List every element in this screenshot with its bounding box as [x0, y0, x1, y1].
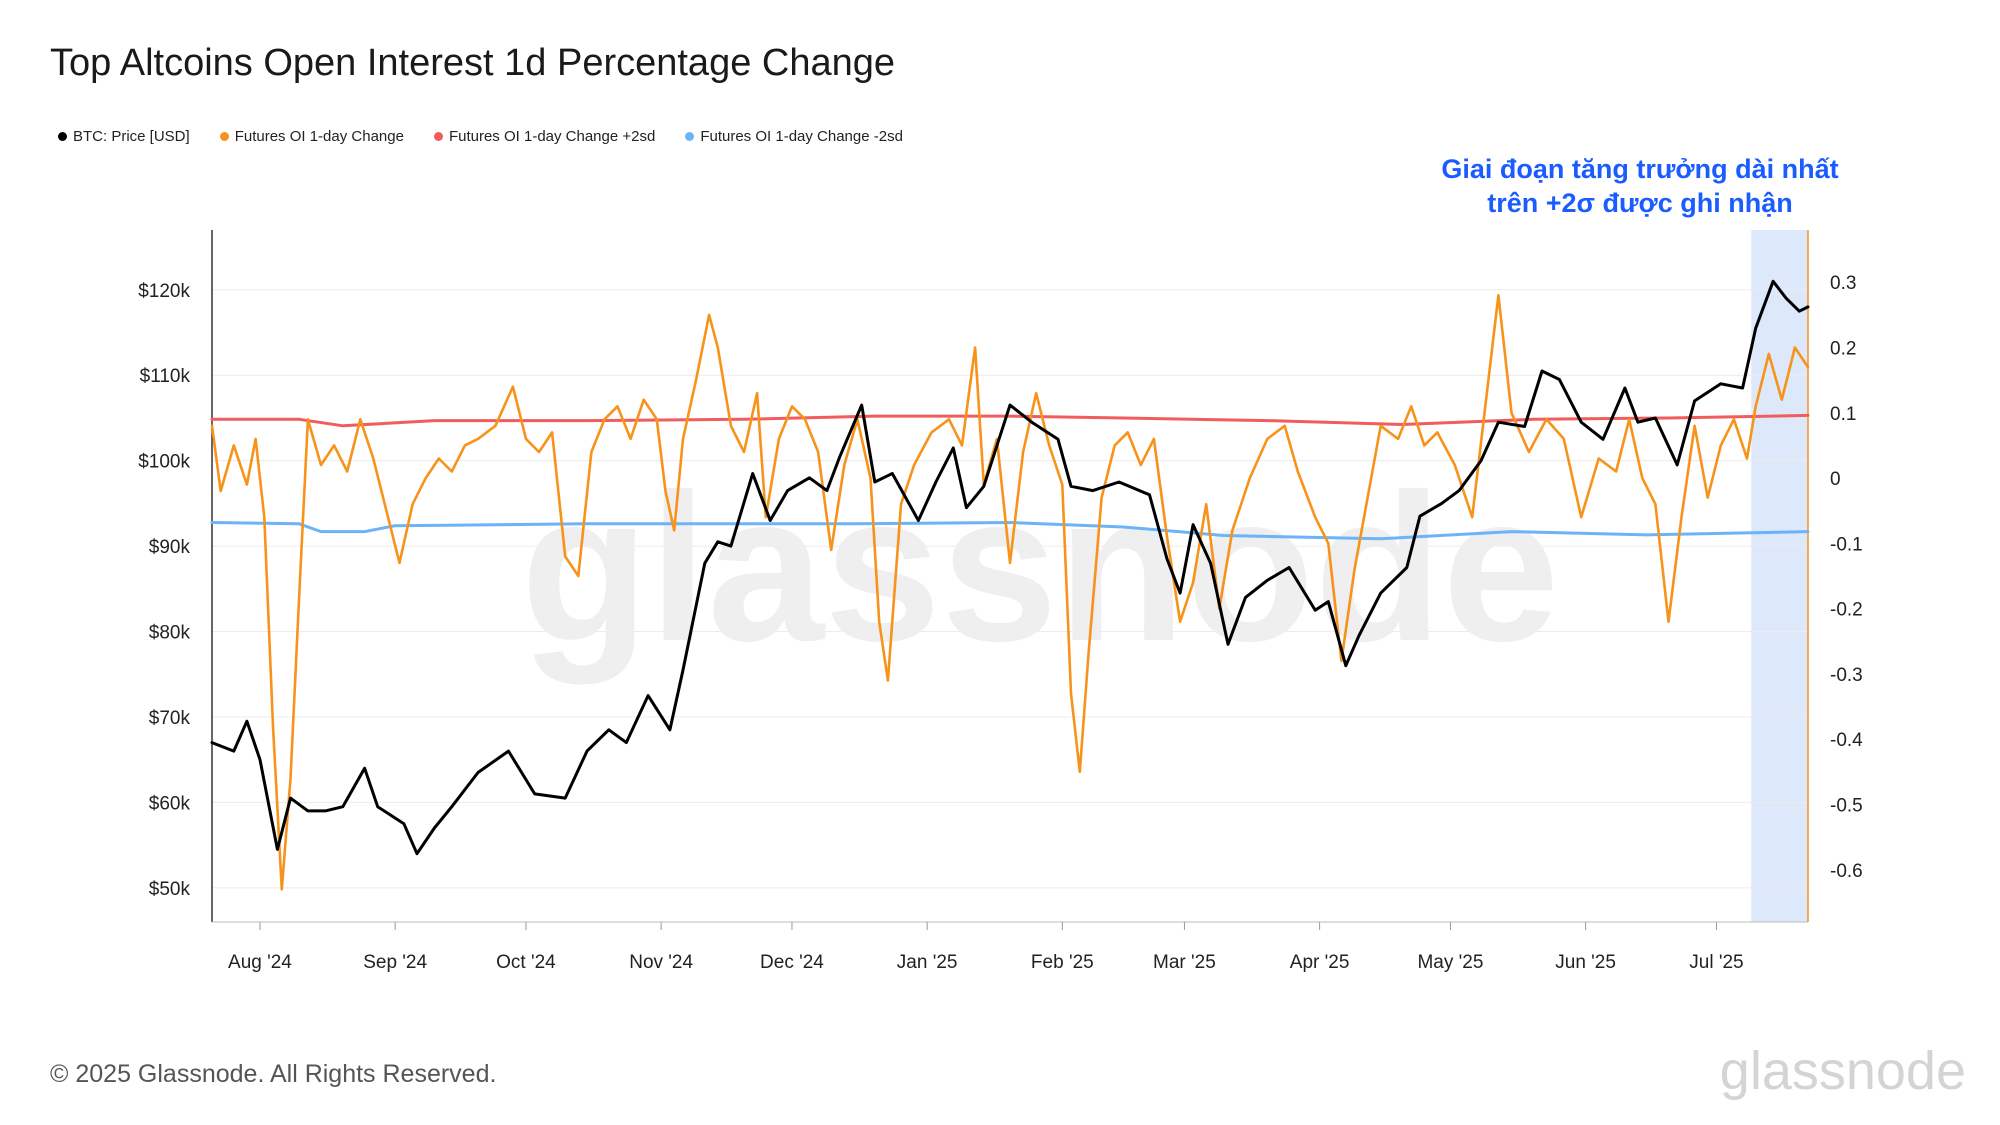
x-tick-label: Jul '25: [1689, 952, 1743, 973]
y-right-tick-label: -0.3: [1830, 665, 1863, 686]
x-tick-label: Jan '25: [897, 952, 958, 973]
x-tick-label: Nov '24: [629, 952, 693, 973]
legend-item-oi-minus-2sd[interactable]: Futures OI 1-day Change -2sd: [685, 128, 903, 145]
x-tick-label: Oct '24: [496, 952, 556, 973]
y-left-tick-label: $100k: [138, 452, 190, 473]
legend-item-oi-change[interactable]: Futures OI 1-day Change: [219, 128, 404, 145]
y-left-tick-label: $90k: [149, 537, 191, 558]
legend-label-oi-plus-2sd: Futures OI 1-day Change +2sd: [448, 128, 656, 145]
legend-dot-oi-minus-2sd: [685, 132, 695, 141]
y-left-tick-label: $50k: [149, 879, 191, 900]
x-tick-label: May '25: [1417, 952, 1483, 973]
legend-label-btc-price: BTC: Price [USD]: [73, 128, 190, 145]
chart-legend: BTC: Price [USD] Futures OI 1-day Change…: [58, 128, 903, 145]
y-left-tick-label: $120k: [138, 281, 190, 302]
series-oi-plus-2sd-line: [210, 413, 1810, 428]
series-oi-change-line: [210, 294, 1810, 891]
highlight-annotation: Giai đoạn tăng trưởng dài nhất trên +2σ …: [1400, 152, 1880, 220]
y-right-tick-label: -0.5: [1830, 795, 1863, 816]
x-tick-label: Apr '25: [1290, 952, 1350, 973]
legend-label-oi-minus-2sd: Futures OI 1-day Change -2sd: [700, 128, 903, 145]
series-btc-price-line: [210, 279, 1810, 856]
y-right-tick-label: 0.2: [1830, 339, 1856, 360]
y-left-tick-label: $70k: [149, 708, 191, 729]
y-left-tick-label: $60k: [149, 793, 191, 814]
y-right-tick-label: -0.1: [1830, 534, 1863, 555]
x-tick-label: Sep '24: [363, 952, 427, 973]
y-right-tick-label: -0.4: [1830, 730, 1863, 751]
y-left-tick-label: $110k: [140, 366, 191, 387]
series-oi-minus-2sd-line: [210, 521, 1810, 541]
copyright-footer: © 2025 Glassnode. All Rights Reserved.: [50, 1060, 497, 1088]
x-tick-label: Dec '24: [760, 952, 824, 973]
x-tick-label: Jun '25: [1555, 952, 1616, 973]
y-right-tick-label: 0.3: [1830, 273, 1856, 294]
y-right-tick-label: -0.2: [1830, 600, 1863, 621]
legend-label-oi-change: Futures OI 1-day Change: [234, 128, 404, 145]
x-tick-label: Mar '25: [1153, 952, 1216, 973]
y-right-tick-label: 0: [1830, 469, 1841, 490]
annotation-line-2: trên +2σ được ghi nhận: [1487, 188, 1793, 218]
x-tick-label: Aug '24: [228, 952, 292, 973]
chart-title: Top Altcoins Open Interest 1d Percentage…: [50, 42, 895, 84]
highlight-region: [1751, 230, 1808, 922]
legend-item-oi-plus-2sd[interactable]: Futures OI 1-day Change +2sd: [433, 128, 656, 145]
legend-dot-btc-price: [58, 132, 67, 141]
brand-logo: glassnode: [1719, 1041, 1966, 1101]
watermark-text: glassnode: [521, 450, 1560, 685]
y-right-tick-label: 0.1: [1830, 404, 1856, 425]
y-left-tick-label: $80k: [149, 623, 191, 644]
y-right-tick-label: -0.6: [1830, 861, 1863, 882]
x-tick-label: Feb '25: [1031, 952, 1094, 973]
legend-dot-oi-plus-2sd: [433, 132, 443, 141]
legend-dot-oi-change: [219, 132, 229, 141]
annotation-line-1: Giai đoạn tăng trưởng dài nhất: [1441, 154, 1839, 184]
legend-item-btc-price[interactable]: BTC: Price [USD]: [58, 128, 190, 145]
